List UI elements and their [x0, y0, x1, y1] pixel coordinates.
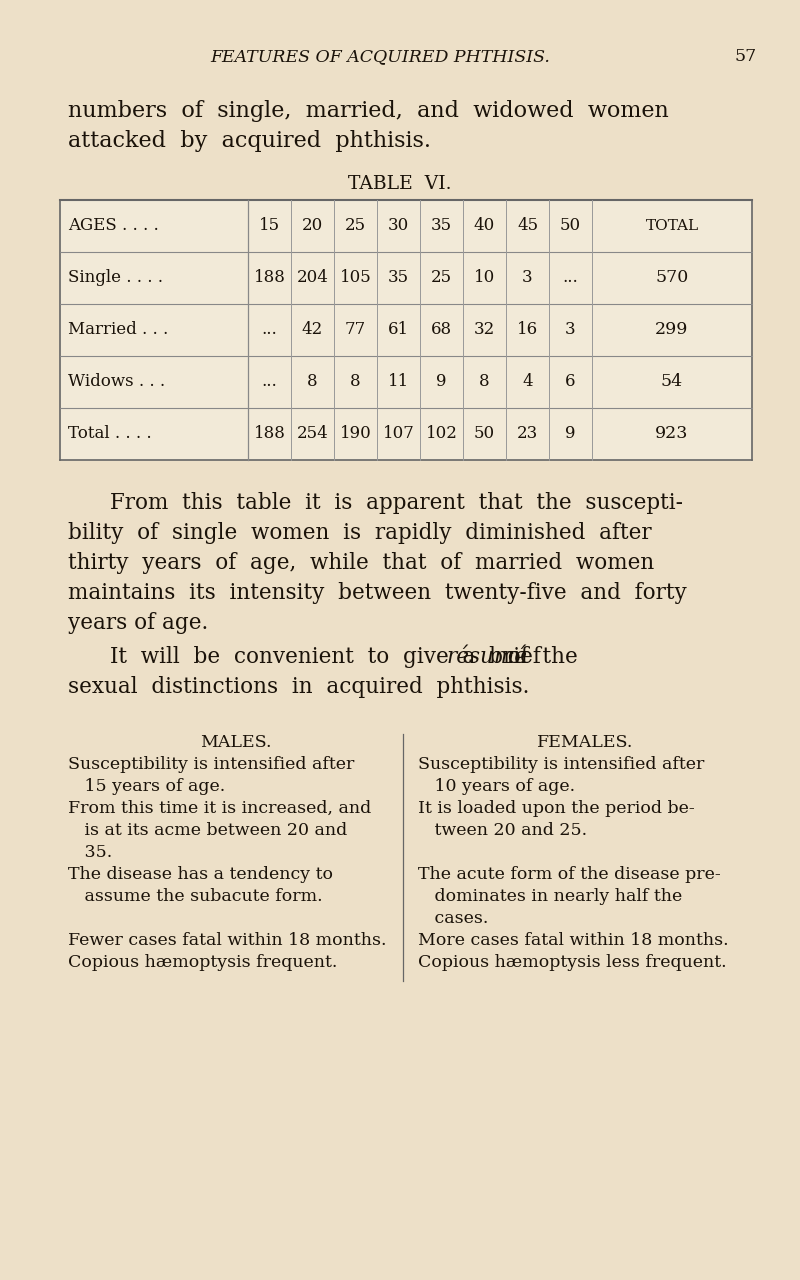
Text: 54: 54 — [661, 374, 683, 390]
Text: 190: 190 — [340, 425, 371, 443]
Text: 20: 20 — [302, 218, 323, 234]
Text: attacked  by  acquired  phthisis.: attacked by acquired phthisis. — [68, 131, 431, 152]
Text: Widows . . .: Widows . . . — [68, 374, 165, 390]
Text: tween 20 and 25.: tween 20 and 25. — [418, 822, 587, 838]
Text: The disease has a tendency to: The disease has a tendency to — [68, 867, 333, 883]
Text: The acute form of the disease pre-: The acute form of the disease pre- — [418, 867, 721, 883]
Text: 42: 42 — [302, 321, 323, 338]
Text: 35: 35 — [388, 270, 409, 287]
Text: 50: 50 — [560, 218, 581, 234]
Text: 3: 3 — [565, 321, 576, 338]
Text: 15: 15 — [259, 218, 280, 234]
Text: 188: 188 — [254, 425, 286, 443]
Text: sexual  distinctions  in  acquired  phthisis.: sexual distinctions in acquired phthisis… — [68, 676, 530, 698]
Text: 3: 3 — [522, 270, 533, 287]
Text: From  this  table  it  is  apparent  that  the  suscepti-: From this table it is apparent that the … — [110, 492, 683, 515]
Text: 4: 4 — [522, 374, 533, 390]
Text: 8: 8 — [307, 374, 318, 390]
Text: 25: 25 — [431, 270, 452, 287]
Text: 61: 61 — [388, 321, 409, 338]
Text: 32: 32 — [474, 321, 495, 338]
Text: 16: 16 — [517, 321, 538, 338]
Text: Susceptibility is intensified after: Susceptibility is intensified after — [68, 756, 354, 773]
Text: cases.: cases. — [418, 910, 488, 927]
Text: ...: ... — [262, 321, 278, 338]
Text: 35: 35 — [431, 218, 452, 234]
Text: 6: 6 — [566, 374, 576, 390]
Text: is at its acme between 20 and: is at its acme between 20 and — [68, 822, 347, 838]
Text: Single . . . .: Single . . . . — [68, 270, 163, 287]
Text: 107: 107 — [382, 425, 414, 443]
Text: It is loaded upon the period be-: It is loaded upon the period be- — [418, 800, 694, 817]
Text: From this time it is increased, and: From this time it is increased, and — [68, 800, 371, 817]
Text: 10 years of age.: 10 years of age. — [418, 778, 575, 795]
Text: MALES.: MALES. — [200, 733, 271, 751]
Text: 570: 570 — [655, 270, 689, 287]
Text: 15 years of age.: 15 years of age. — [68, 778, 226, 795]
Text: 299: 299 — [655, 321, 689, 338]
Text: thirty  years  of  age,  while  that  of  married  women: thirty years of age, while that of marri… — [68, 552, 654, 573]
Text: AGES . . . .: AGES . . . . — [68, 218, 158, 234]
Text: 45: 45 — [517, 218, 538, 234]
Text: 102: 102 — [426, 425, 458, 443]
Text: 11: 11 — [388, 374, 409, 390]
Text: 68: 68 — [431, 321, 452, 338]
Bar — [60, 200, 752, 460]
Text: years of age.: years of age. — [68, 612, 208, 634]
Text: ...: ... — [562, 270, 578, 287]
Text: 57: 57 — [735, 47, 758, 65]
Text: 50: 50 — [474, 425, 495, 443]
Text: Fewer cases fatal within 18 months.: Fewer cases fatal within 18 months. — [68, 932, 386, 948]
Text: TABLE  VI.: TABLE VI. — [348, 175, 452, 193]
Text: 30: 30 — [388, 218, 409, 234]
Text: Copious hæmoptysis frequent.: Copious hæmoptysis frequent. — [68, 954, 338, 972]
Text: numbers  of  single,  married,  and  widowed  women: numbers of single, married, and widowed … — [68, 100, 669, 122]
Text: 23: 23 — [517, 425, 538, 443]
Text: 9: 9 — [436, 374, 446, 390]
Text: More cases fatal within 18 months.: More cases fatal within 18 months. — [418, 932, 729, 948]
Text: 188: 188 — [254, 270, 286, 287]
Text: Copious hæmoptysis less frequent.: Copious hæmoptysis less frequent. — [418, 954, 726, 972]
Text: of  the: of the — [494, 646, 578, 668]
Text: 254: 254 — [297, 425, 328, 443]
Text: 8: 8 — [350, 374, 361, 390]
Text: 105: 105 — [340, 270, 371, 287]
Text: 923: 923 — [655, 425, 689, 443]
Text: FEMALES.: FEMALES. — [537, 733, 633, 751]
Text: It  will  be  convenient  to  give  a  brief: It will be convenient to give a brief — [110, 646, 554, 668]
Text: ...: ... — [262, 374, 278, 390]
Text: 40: 40 — [474, 218, 495, 234]
Text: FEATURES OF ACQUIRED PHTHISIS.: FEATURES OF ACQUIRED PHTHISIS. — [210, 47, 550, 65]
Text: Married . . .: Married . . . — [68, 321, 168, 338]
Text: 204: 204 — [297, 270, 329, 287]
Text: résumé: résumé — [446, 646, 527, 668]
Text: 8: 8 — [479, 374, 490, 390]
Text: 35.: 35. — [68, 844, 112, 861]
Text: TOTAL: TOTAL — [646, 219, 698, 233]
Text: 25: 25 — [345, 218, 366, 234]
Text: 77: 77 — [345, 321, 366, 338]
Text: Total . . . .: Total . . . . — [68, 425, 152, 443]
Text: Susceptibility is intensified after: Susceptibility is intensified after — [418, 756, 704, 773]
Text: dominates in nearly half the: dominates in nearly half the — [418, 888, 682, 905]
Text: assume the subacute form.: assume the subacute form. — [68, 888, 322, 905]
Text: bility  of  single  women  is  rapidly  diminished  after: bility of single women is rapidly dimini… — [68, 522, 652, 544]
Text: 9: 9 — [566, 425, 576, 443]
Text: 10: 10 — [474, 270, 495, 287]
Text: maintains  its  intensity  between  twenty-five  and  forty: maintains its intensity between twenty-f… — [68, 582, 686, 604]
